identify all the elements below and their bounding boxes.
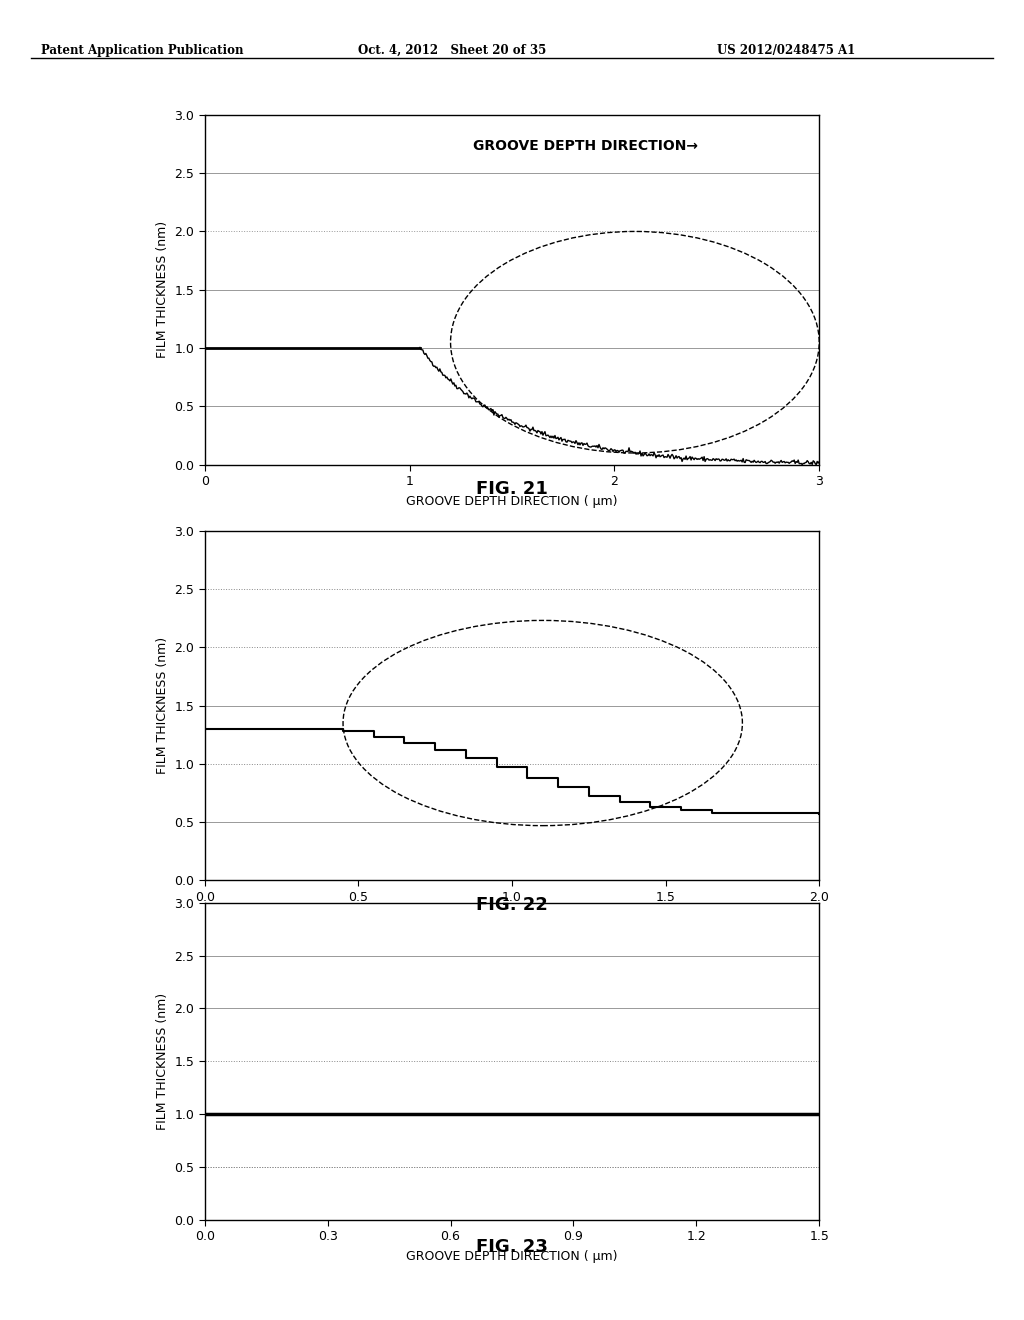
Text: GROOVE DEPTH DIRECTION→: GROOVE DEPTH DIRECTION→ <box>473 140 698 153</box>
Text: Oct. 4, 2012   Sheet 20 of 35: Oct. 4, 2012 Sheet 20 of 35 <box>358 44 547 57</box>
Y-axis label: FILM THICKNESS (nm): FILM THICKNESS (nm) <box>156 638 169 774</box>
Text: FIG. 22: FIG. 22 <box>476 896 548 915</box>
Text: Patent Application Publication: Patent Application Publication <box>41 44 244 57</box>
Text: US 2012/0248475 A1: US 2012/0248475 A1 <box>717 44 855 57</box>
X-axis label: GROOVE DEPTH DIRECTION ( μm): GROOVE DEPTH DIRECTION ( μm) <box>407 1250 617 1263</box>
X-axis label: GROOVE DEPTH DIRECTION ( μm): GROOVE DEPTH DIRECTION ( μm) <box>407 911 617 924</box>
Y-axis label: FILM THICKNESS (nm): FILM THICKNESS (nm) <box>156 993 169 1130</box>
X-axis label: GROOVE DEPTH DIRECTION ( μm): GROOVE DEPTH DIRECTION ( μm) <box>407 495 617 508</box>
Y-axis label: FILM THICKNESS (nm): FILM THICKNESS (nm) <box>156 222 169 358</box>
Text: FIG. 21: FIG. 21 <box>476 480 548 499</box>
Text: FIG. 23: FIG. 23 <box>476 1238 548 1257</box>
